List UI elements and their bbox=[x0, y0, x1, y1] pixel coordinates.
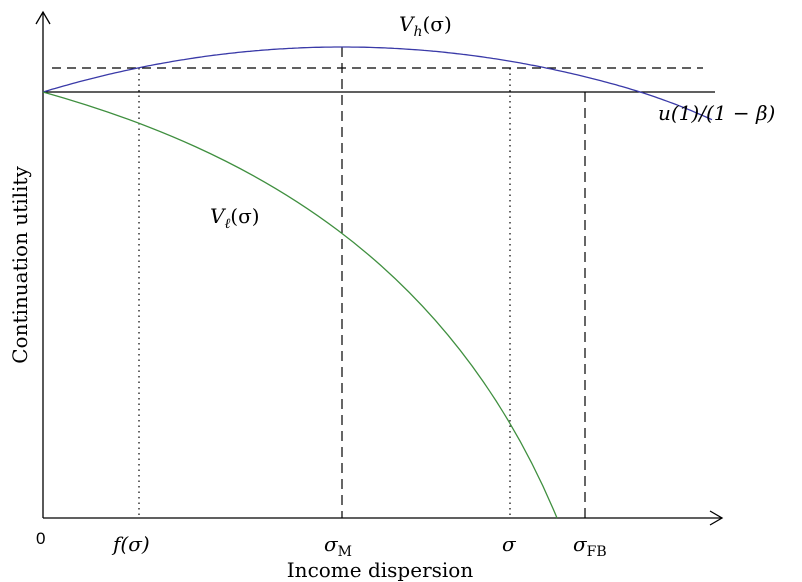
v-l-label: Vℓ(σ) bbox=[210, 204, 260, 232]
f-sigma-tick-label: f(σ) bbox=[111, 532, 150, 556]
sigma-fb-tick-label: σFB bbox=[573, 532, 607, 560]
reservation-utility-label: u(1)/(1 − β) bbox=[658, 101, 775, 125]
x-axis-title: Income dispersion bbox=[287, 558, 474, 582]
v-h-label: Vh(σ) bbox=[399, 12, 452, 40]
sigma-m-tick-label: σM bbox=[324, 532, 352, 560]
y-axis-arrowhead bbox=[35, 10, 51, 25]
v-h-curve bbox=[42, 46, 713, 121]
x-axis-arrowhead bbox=[709, 510, 724, 526]
y-axis-title: Continuation utility bbox=[8, 166, 32, 364]
v-l-curve bbox=[42, 91, 558, 519]
sigma-tick-label: σ bbox=[502, 532, 517, 556]
origin-label: 0 bbox=[36, 529, 45, 548]
